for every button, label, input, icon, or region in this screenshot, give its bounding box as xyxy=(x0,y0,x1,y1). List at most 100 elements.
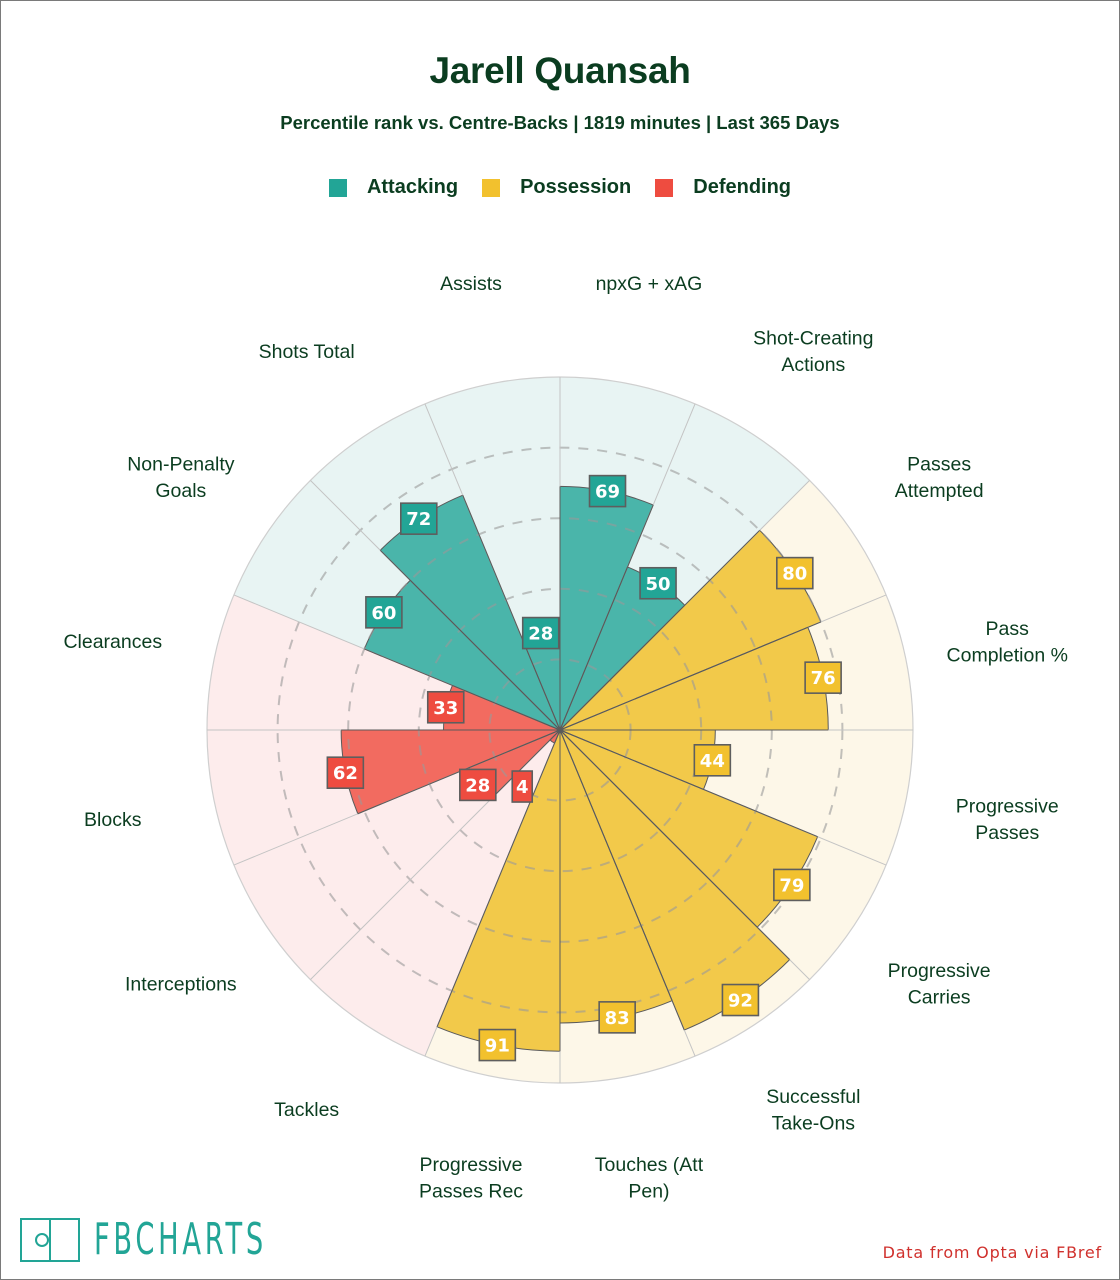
axis-label-line: Progressive xyxy=(420,1154,523,1176)
value-label-text: 79 xyxy=(779,875,804,896)
axis-label-line: Passes xyxy=(907,453,971,475)
legend-swatch-attacking xyxy=(328,178,347,197)
legend-label-defending: Defending xyxy=(693,176,792,198)
value-label: 28 xyxy=(459,768,497,802)
value-label: 50 xyxy=(639,566,677,600)
value-label: 79 xyxy=(773,868,811,902)
value-label: 60 xyxy=(365,596,403,629)
value-label-box xyxy=(598,1001,636,1034)
value-label-text: 62 xyxy=(333,763,358,784)
axis-label: Shots Total xyxy=(259,341,355,363)
value-label-box xyxy=(326,756,365,790)
value-label: 80 xyxy=(776,556,814,590)
value-label-box xyxy=(426,690,465,724)
axis-label: Passes Attempted xyxy=(895,453,984,502)
axis-label-line: Progressive xyxy=(888,960,991,982)
axis-label-line: Completion % xyxy=(947,644,1068,666)
axis-label-line: Non-Penalty xyxy=(127,453,235,475)
axis-label: Clearances xyxy=(63,631,162,653)
data-source-credit: Data from Opta via FBref xyxy=(882,1243,1102,1262)
value-label: 72 xyxy=(399,502,438,535)
legend-label-attacking: Attacking xyxy=(366,176,459,198)
value-label-text: 69 xyxy=(595,482,620,503)
axis-labels: npxG + xAG Shot-Creating Actions Passes Atte… xyxy=(63,273,1067,1203)
value-label-box xyxy=(588,474,627,508)
value-label-text: 28 xyxy=(465,775,490,796)
value-label-text: 91 xyxy=(485,1036,510,1057)
axis-label-line: Shots Total xyxy=(259,341,355,363)
chart-subtitle: Percentile rank vs. Centre-Backs | 1819 … xyxy=(280,112,840,133)
axis-label-line: Passes Rec xyxy=(419,1180,523,1202)
value-label-box xyxy=(776,556,814,590)
value-label-text: 28 xyxy=(528,624,553,645)
value-label-text: 44 xyxy=(700,751,725,772)
axis-label-line: Interceptions xyxy=(125,973,237,995)
sector-background xyxy=(310,730,560,1057)
axis-label: Touches (Att Pen) xyxy=(595,1154,704,1203)
value-label: 76 xyxy=(804,661,842,694)
value-label: 62 xyxy=(326,756,365,790)
legend-item-attacking: Attacking xyxy=(328,176,459,199)
legend-item-defending: Defending xyxy=(655,176,791,199)
value-label-text: 92 xyxy=(728,991,753,1012)
value-label: 69 xyxy=(588,474,627,508)
axis-label-line: Pass xyxy=(986,618,1030,640)
axis-label: Blocks xyxy=(84,809,142,831)
value-label-text: 76 xyxy=(811,668,836,689)
bar-edge xyxy=(521,631,561,731)
value-label-box xyxy=(399,502,438,535)
legend-swatch-possession xyxy=(482,178,501,197)
legend-swatch-defending xyxy=(655,178,674,197)
axis-label: Successful Take-Ons xyxy=(766,1086,860,1135)
value-label-box xyxy=(693,743,732,777)
value-label-box xyxy=(521,616,560,650)
value-label-text: 60 xyxy=(371,603,396,624)
value-label-box xyxy=(459,768,497,802)
axis-label-line: Shot-Creating xyxy=(753,328,873,350)
axis-label-line: Clearances xyxy=(63,631,162,653)
value-label: 28 xyxy=(521,616,560,650)
axis-label: Progressive Passes Rec xyxy=(419,1154,523,1203)
value-label-box xyxy=(511,770,534,803)
axis-label-line: Pen) xyxy=(628,1180,669,1202)
axis-label: Interceptions xyxy=(125,973,237,995)
axis-label-line: Take-Ons xyxy=(772,1112,856,1134)
axis-label: Tackles xyxy=(274,1099,339,1121)
value-label-text: 33 xyxy=(433,698,458,719)
fbcharts-logo: FBCHARTS xyxy=(20,1216,373,1264)
axis-label: Shot-Creating Actions xyxy=(753,328,873,377)
value-label: 33 xyxy=(426,690,465,724)
value-label: 91 xyxy=(478,1028,517,1062)
value-label-box xyxy=(773,868,811,902)
axis-label: Non-Penalty Goals xyxy=(127,453,235,502)
value-label-text: 72 xyxy=(406,509,431,530)
value-label-text: 4 xyxy=(516,777,529,798)
axis-label-line: Carries xyxy=(908,987,971,1009)
axis-label: Assists xyxy=(440,273,502,295)
value-label-box xyxy=(365,596,403,629)
axis-label-line: npxG + xAG xyxy=(596,273,703,295)
axis-label-line: Actions xyxy=(781,354,845,376)
axis-label-line: Goals xyxy=(155,480,206,502)
value-label: 4 xyxy=(511,770,534,803)
value-label: 44 xyxy=(693,743,732,777)
axis-label-line: Tackles xyxy=(274,1099,339,1121)
value-label-text: 50 xyxy=(646,574,671,595)
axis-label-line: Passes xyxy=(975,822,1039,844)
value-label: 83 xyxy=(598,1001,636,1034)
value-label: 92 xyxy=(721,983,760,1017)
polar-bar-chart: 69 50 80 76 44 79 92 83 91 4 28 62 33 60 72 28 npxG + x… xyxy=(63,273,1067,1203)
axis-label-line: Progressive xyxy=(956,796,1059,818)
axis-label-line: Blocks xyxy=(84,809,142,831)
axis-label: npxG + xAG xyxy=(596,273,703,295)
axis-label: Progressive Passes xyxy=(956,796,1059,845)
axis-label: Pass Completion % xyxy=(947,618,1068,667)
axis-label-line: Assists xyxy=(440,273,502,295)
value-labels: 69 50 80 76 44 79 92 83 91 4 28 62 33 60 72 28 xyxy=(326,474,842,1062)
legend: Attacking Possession Defending xyxy=(0,176,1120,199)
value-label-box xyxy=(804,661,842,694)
pitch-icon xyxy=(20,1218,80,1262)
legend-item-possession: Possession xyxy=(482,176,631,199)
value-label-text: 80 xyxy=(782,564,807,585)
legend-label-possession: Possession xyxy=(520,176,632,198)
